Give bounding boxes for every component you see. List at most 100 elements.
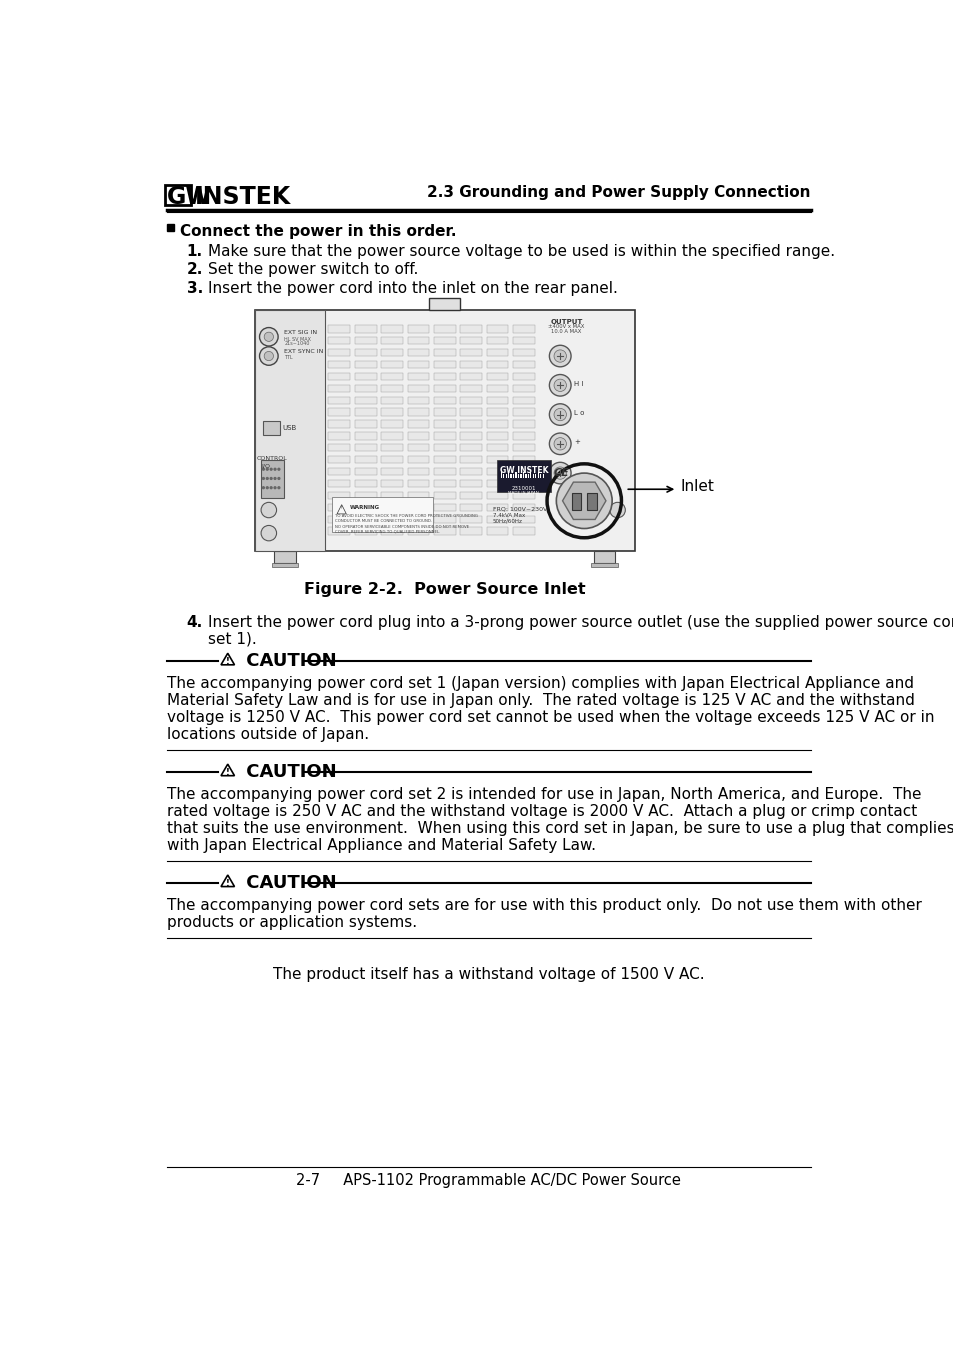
Bar xyxy=(381,338,402,344)
Bar xyxy=(486,350,508,356)
Text: 2-7     APS-1102 Programmable AC/DC Power Source: 2-7 APS-1102 Programmable AC/DC Power So… xyxy=(296,1173,680,1188)
Bar xyxy=(434,385,456,391)
Bar xyxy=(510,474,511,478)
Bar xyxy=(513,409,534,416)
Circle shape xyxy=(270,487,272,489)
Text: CAUTION: CAUTION xyxy=(240,873,336,892)
Text: 4.: 4. xyxy=(187,614,203,629)
Circle shape xyxy=(549,374,571,396)
Bar xyxy=(274,551,295,563)
Circle shape xyxy=(554,409,566,421)
Bar xyxy=(513,350,534,356)
Bar xyxy=(434,397,456,404)
Bar xyxy=(407,468,429,475)
Bar xyxy=(328,479,350,487)
Text: The accompanying power cord set 2 is intended for use in Japan, North America, a: The accompanying power cord set 2 is int… xyxy=(167,787,921,802)
Bar xyxy=(486,491,508,500)
Bar xyxy=(459,420,481,428)
Circle shape xyxy=(266,468,268,470)
Bar xyxy=(328,409,350,416)
Text: NO OPERATOR SERVICEABLE COMPONENTS INSIDE DO NOT REMOVE: NO OPERATOR SERVICEABLE COMPONENTS INSID… xyxy=(335,525,469,529)
Text: !: ! xyxy=(226,657,230,666)
Circle shape xyxy=(262,487,264,489)
Bar xyxy=(571,493,580,510)
Circle shape xyxy=(261,525,276,541)
Bar xyxy=(328,504,350,510)
Bar xyxy=(407,491,429,500)
Bar xyxy=(407,528,429,535)
Bar xyxy=(381,504,402,510)
Bar xyxy=(381,468,402,475)
Bar xyxy=(381,397,402,404)
Text: 3.: 3. xyxy=(187,281,203,296)
Bar xyxy=(434,444,456,451)
Bar xyxy=(407,504,429,510)
Bar xyxy=(407,385,429,391)
Bar xyxy=(513,479,534,487)
Text: MADE IN JAPAN: MADE IN JAPAN xyxy=(508,491,538,495)
Text: GW: GW xyxy=(167,185,213,209)
Text: that suits the use environment.  When using this cord set in Japan, be sure to u: that suits the use environment. When usi… xyxy=(167,821,953,836)
Circle shape xyxy=(274,478,275,479)
Bar xyxy=(434,479,456,487)
Bar xyxy=(459,373,481,381)
Bar xyxy=(381,385,402,391)
Bar xyxy=(535,474,536,478)
Bar xyxy=(459,360,481,369)
Bar xyxy=(459,338,481,344)
Text: !: ! xyxy=(226,768,230,776)
Bar xyxy=(486,409,508,416)
Bar xyxy=(434,504,456,510)
Circle shape xyxy=(554,379,566,391)
Text: Insert the power cord into the inlet on the rear panel.: Insert the power cord into the inlet on … xyxy=(208,281,617,296)
Text: Make sure that the power source voltage to be used is within the specified range: Make sure that the power source voltage … xyxy=(208,243,834,259)
Bar xyxy=(459,456,481,463)
Circle shape xyxy=(277,478,279,479)
Bar xyxy=(407,420,429,428)
Bar xyxy=(381,350,402,356)
Circle shape xyxy=(554,350,566,362)
Bar xyxy=(434,325,456,332)
Bar xyxy=(513,373,534,381)
Bar xyxy=(355,338,376,344)
Bar xyxy=(513,468,534,475)
Circle shape xyxy=(277,487,279,489)
Bar xyxy=(328,360,350,369)
Text: Material Safety Law and is for use in Japan only.  The rated voltage is 125 V AC: Material Safety Law and is for use in Ja… xyxy=(167,694,914,709)
Bar xyxy=(381,420,402,428)
Bar xyxy=(513,444,534,451)
Text: +: + xyxy=(574,439,579,446)
Bar xyxy=(500,472,501,478)
Bar xyxy=(486,360,508,369)
Bar xyxy=(434,468,456,475)
Bar xyxy=(517,474,518,478)
Bar xyxy=(355,420,376,428)
Bar xyxy=(407,373,429,381)
Bar xyxy=(407,338,429,344)
Text: INSTEK: INSTEK xyxy=(195,185,292,209)
Bar xyxy=(593,551,615,563)
Bar xyxy=(328,397,350,404)
Bar xyxy=(434,360,456,369)
Bar xyxy=(507,472,509,478)
Bar xyxy=(505,474,506,478)
Text: 7.4kVA Max: 7.4kVA Max xyxy=(493,513,524,518)
Bar xyxy=(513,432,534,440)
Text: 10.0 A MAX: 10.0 A MAX xyxy=(551,329,581,333)
Bar xyxy=(532,474,534,478)
Text: USB: USB xyxy=(282,425,296,432)
Circle shape xyxy=(554,467,566,479)
Circle shape xyxy=(264,332,274,342)
Polygon shape xyxy=(562,482,605,520)
Text: Figure 2-2.  Power Source Inlet: Figure 2-2. Power Source Inlet xyxy=(304,582,585,598)
Text: 2.: 2. xyxy=(187,262,203,277)
Bar xyxy=(513,474,514,478)
Bar xyxy=(328,420,350,428)
Bar xyxy=(434,350,456,356)
Bar xyxy=(459,528,481,535)
Bar xyxy=(381,456,402,463)
Bar xyxy=(587,493,596,510)
Text: HL SV MAX: HL SV MAX xyxy=(284,336,311,342)
Bar xyxy=(355,468,376,475)
Bar xyxy=(355,479,376,487)
